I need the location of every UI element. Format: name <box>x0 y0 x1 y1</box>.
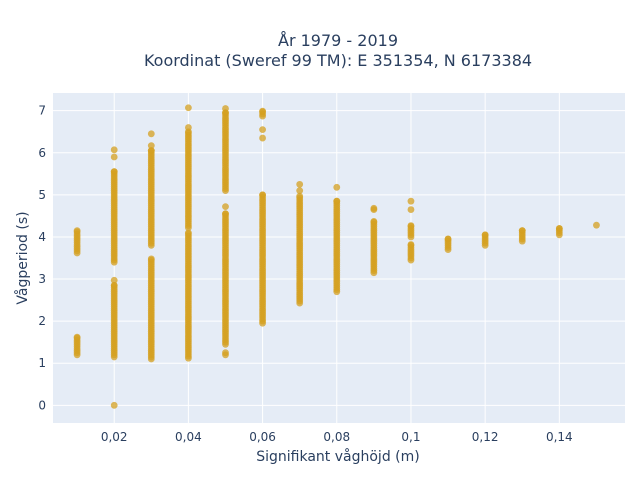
data-point <box>444 235 452 243</box>
data-point <box>185 104 192 112</box>
x-tick-label: 0,14 <box>546 430 573 444</box>
data-point <box>185 229 192 237</box>
data-point <box>110 276 118 284</box>
y-tick-label: 1 <box>38 356 46 370</box>
data-point <box>370 217 378 225</box>
y-tick-label: 4 <box>38 230 46 244</box>
data-point <box>407 222 415 229</box>
x-tick-label: 0,04 <box>175 430 202 444</box>
data-point <box>518 227 526 235</box>
data-point <box>110 401 118 409</box>
x-tick-label: 0,1 <box>401 430 420 444</box>
data-point <box>296 187 304 195</box>
x-axis-label: Signifikant våghöjd (m) <box>256 448 419 465</box>
data-point <box>222 203 229 211</box>
data-point <box>259 107 266 115</box>
data-point <box>259 191 266 199</box>
data-point <box>555 225 563 232</box>
data-point <box>222 210 229 218</box>
chart-title-line-2: Koordinat (Sweref 99 TM): E 351354, N 61… <box>144 51 532 70</box>
y-axis-label: Vågperiod (s) <box>14 211 31 304</box>
data-point <box>296 192 304 200</box>
y-axis-ticks: 0 1 2 3 4 5 6 7 <box>38 104 46 413</box>
data-point <box>73 333 81 341</box>
data-point <box>110 146 118 154</box>
data-point <box>481 231 489 239</box>
data-point <box>407 241 415 248</box>
data-point <box>593 221 600 229</box>
y-tick-label: 6 <box>38 146 46 160</box>
data-point <box>110 153 118 161</box>
data-point <box>73 227 81 235</box>
data-point <box>296 180 304 188</box>
data-point <box>185 124 192 131</box>
data-points <box>73 104 600 409</box>
y-tick-label: 5 <box>38 188 46 202</box>
data-point <box>147 142 155 150</box>
data-point <box>407 206 415 213</box>
y-tick-label: 2 <box>38 314 46 328</box>
x-tick-label: 0,02 <box>101 430 128 444</box>
data-point <box>110 168 118 176</box>
x-axis-ticks: 0,02 0,04 0,06 0,08 0,1 0,12 0,14 <box>101 430 573 444</box>
data-point <box>333 197 341 205</box>
data-point <box>407 197 415 205</box>
data-point <box>333 183 341 191</box>
y-tick-label: 0 <box>38 398 46 412</box>
data-point <box>222 105 229 112</box>
x-tick-label: 0,12 <box>472 430 499 444</box>
data-point <box>370 204 378 212</box>
data-point <box>147 147 155 155</box>
data-point <box>147 130 155 138</box>
chart-title-line-1: År 1979 - 2019 <box>278 31 398 50</box>
x-tick-label: 0,06 <box>249 430 276 444</box>
data-point <box>147 255 155 263</box>
data-point <box>259 134 266 142</box>
y-tick-label: 7 <box>38 104 46 118</box>
data-point <box>259 126 266 134</box>
data-point <box>222 349 229 357</box>
chart-title: År 1979 - 2019 Koordinat (Sweref 99 TM):… <box>144 31 532 70</box>
y-tick-label: 3 <box>38 272 46 286</box>
data-point <box>110 281 118 289</box>
x-tick-label: 0,08 <box>323 430 350 444</box>
